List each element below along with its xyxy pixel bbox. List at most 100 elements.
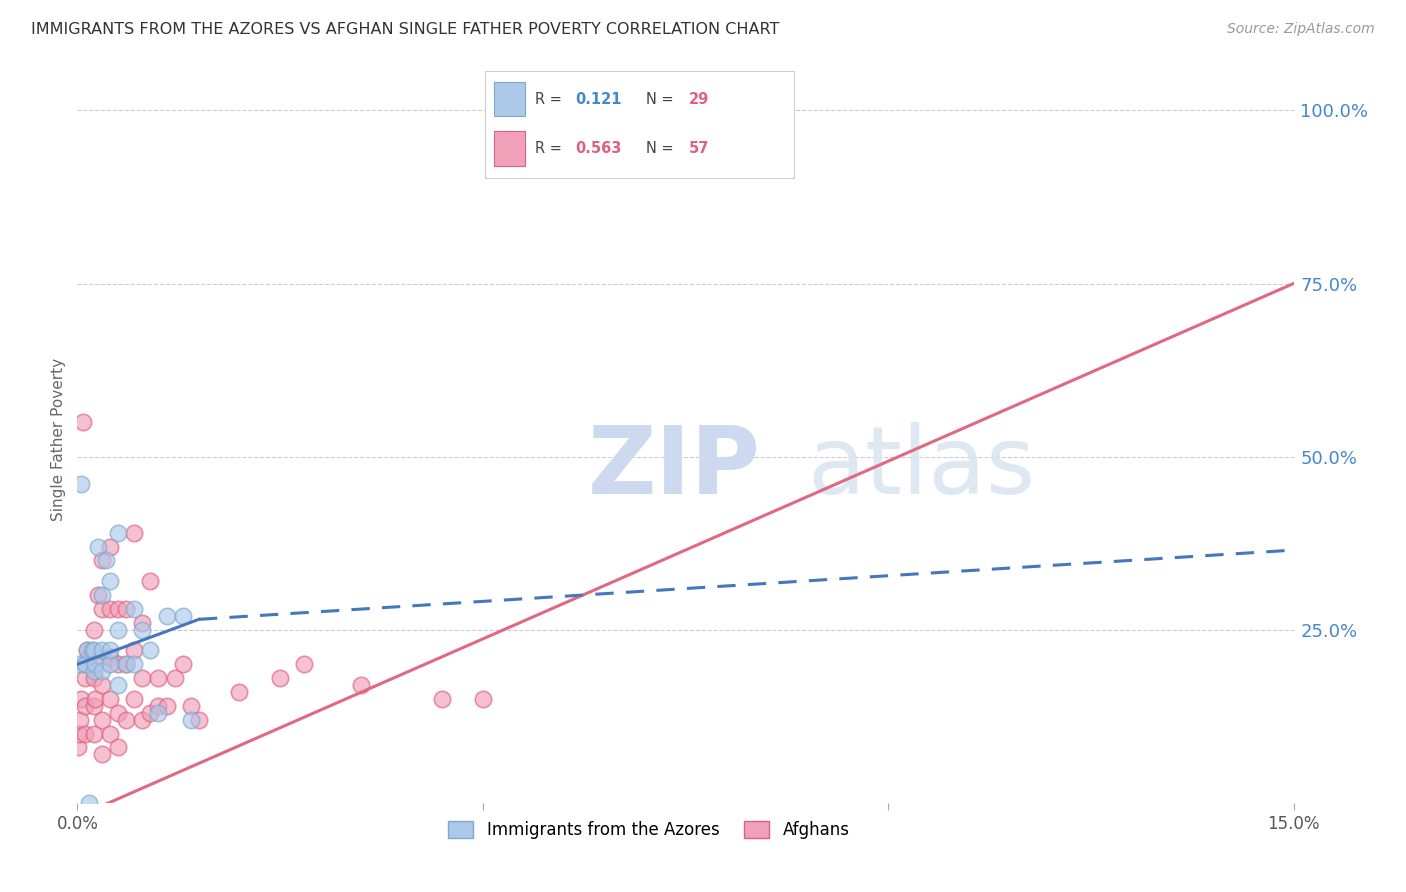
Point xyxy=(83,698,105,713)
Point xyxy=(155,608,177,623)
Point xyxy=(107,623,129,637)
Point xyxy=(98,602,121,616)
Point xyxy=(107,602,129,616)
Point xyxy=(90,602,112,616)
Point xyxy=(139,643,162,657)
Text: 29: 29 xyxy=(689,92,710,107)
Point xyxy=(84,692,107,706)
Point xyxy=(131,615,153,630)
Point xyxy=(772,103,794,118)
Point xyxy=(148,706,170,720)
Point xyxy=(75,657,97,672)
Point xyxy=(107,740,129,755)
Point xyxy=(84,657,107,672)
Point xyxy=(115,602,138,616)
Point xyxy=(107,706,129,720)
Point xyxy=(350,678,373,692)
FancyBboxPatch shape xyxy=(495,131,526,166)
Point xyxy=(86,588,108,602)
Legend: Immigrants from the Azores, Afghans: Immigrants from the Azores, Afghans xyxy=(441,814,856,846)
Point xyxy=(90,588,112,602)
Point xyxy=(75,726,97,740)
Point xyxy=(180,698,202,713)
Point xyxy=(98,540,121,554)
Point xyxy=(98,692,121,706)
Point xyxy=(76,643,98,657)
Point xyxy=(131,623,153,637)
Point xyxy=(122,692,145,706)
Point xyxy=(83,671,105,685)
Point xyxy=(228,685,250,699)
Point xyxy=(122,525,145,540)
Point xyxy=(148,671,170,685)
Point xyxy=(148,698,170,713)
Point xyxy=(67,740,90,755)
Point xyxy=(115,713,138,727)
Point xyxy=(98,726,121,740)
Text: N =: N = xyxy=(645,92,673,107)
Point xyxy=(69,713,91,727)
Point xyxy=(107,657,129,672)
Point xyxy=(70,692,93,706)
Point xyxy=(188,713,211,727)
Point xyxy=(471,692,494,706)
Point xyxy=(76,643,98,657)
Point xyxy=(163,671,186,685)
Point xyxy=(430,692,453,706)
Point xyxy=(80,643,103,657)
Point xyxy=(67,657,90,672)
Text: Source: ZipAtlas.com: Source: ZipAtlas.com xyxy=(1227,22,1375,37)
Point xyxy=(83,643,105,657)
Point xyxy=(139,706,162,720)
Point xyxy=(90,643,112,657)
Point xyxy=(139,574,162,589)
Point xyxy=(131,671,153,685)
Point xyxy=(269,671,291,685)
Point xyxy=(172,657,194,672)
Point xyxy=(90,650,112,665)
Point xyxy=(90,678,112,692)
Text: N =: N = xyxy=(645,141,673,156)
Point xyxy=(90,747,112,762)
Text: 57: 57 xyxy=(689,141,710,156)
Text: IMMIGRANTS FROM THE AZORES VS AFGHAN SINGLE FATHER POVERTY CORRELATION CHART: IMMIGRANTS FROM THE AZORES VS AFGHAN SIN… xyxy=(31,22,779,37)
Point xyxy=(115,657,138,672)
Text: R =: R = xyxy=(534,141,561,156)
Point xyxy=(98,650,121,665)
Point xyxy=(292,657,315,672)
Point xyxy=(79,796,101,810)
Point xyxy=(98,643,121,657)
Point xyxy=(75,657,97,672)
Point xyxy=(75,671,97,685)
FancyBboxPatch shape xyxy=(495,82,526,116)
Point xyxy=(83,623,105,637)
Text: 0.121: 0.121 xyxy=(575,92,621,107)
Point xyxy=(172,608,194,623)
Point xyxy=(107,678,129,692)
Point xyxy=(79,650,101,665)
Point xyxy=(90,553,112,567)
Point xyxy=(107,525,129,540)
Point xyxy=(72,415,94,429)
Point xyxy=(122,602,145,616)
Point xyxy=(86,540,108,554)
Point xyxy=(122,657,145,672)
Point xyxy=(75,698,97,713)
Text: atlas: atlas xyxy=(807,423,1035,515)
Point xyxy=(70,477,93,491)
Point xyxy=(122,643,145,657)
Y-axis label: Single Father Poverty: Single Father Poverty xyxy=(51,358,66,521)
Point xyxy=(90,665,112,679)
Point xyxy=(67,726,90,740)
Point xyxy=(155,698,177,713)
Point xyxy=(83,726,105,740)
Point xyxy=(83,665,105,679)
Point xyxy=(180,713,202,727)
Point xyxy=(115,657,138,672)
Point xyxy=(98,657,121,672)
Text: R =: R = xyxy=(534,92,561,107)
Text: 0.563: 0.563 xyxy=(575,141,621,156)
Point xyxy=(98,574,121,589)
Point xyxy=(94,553,117,567)
Point xyxy=(90,713,112,727)
